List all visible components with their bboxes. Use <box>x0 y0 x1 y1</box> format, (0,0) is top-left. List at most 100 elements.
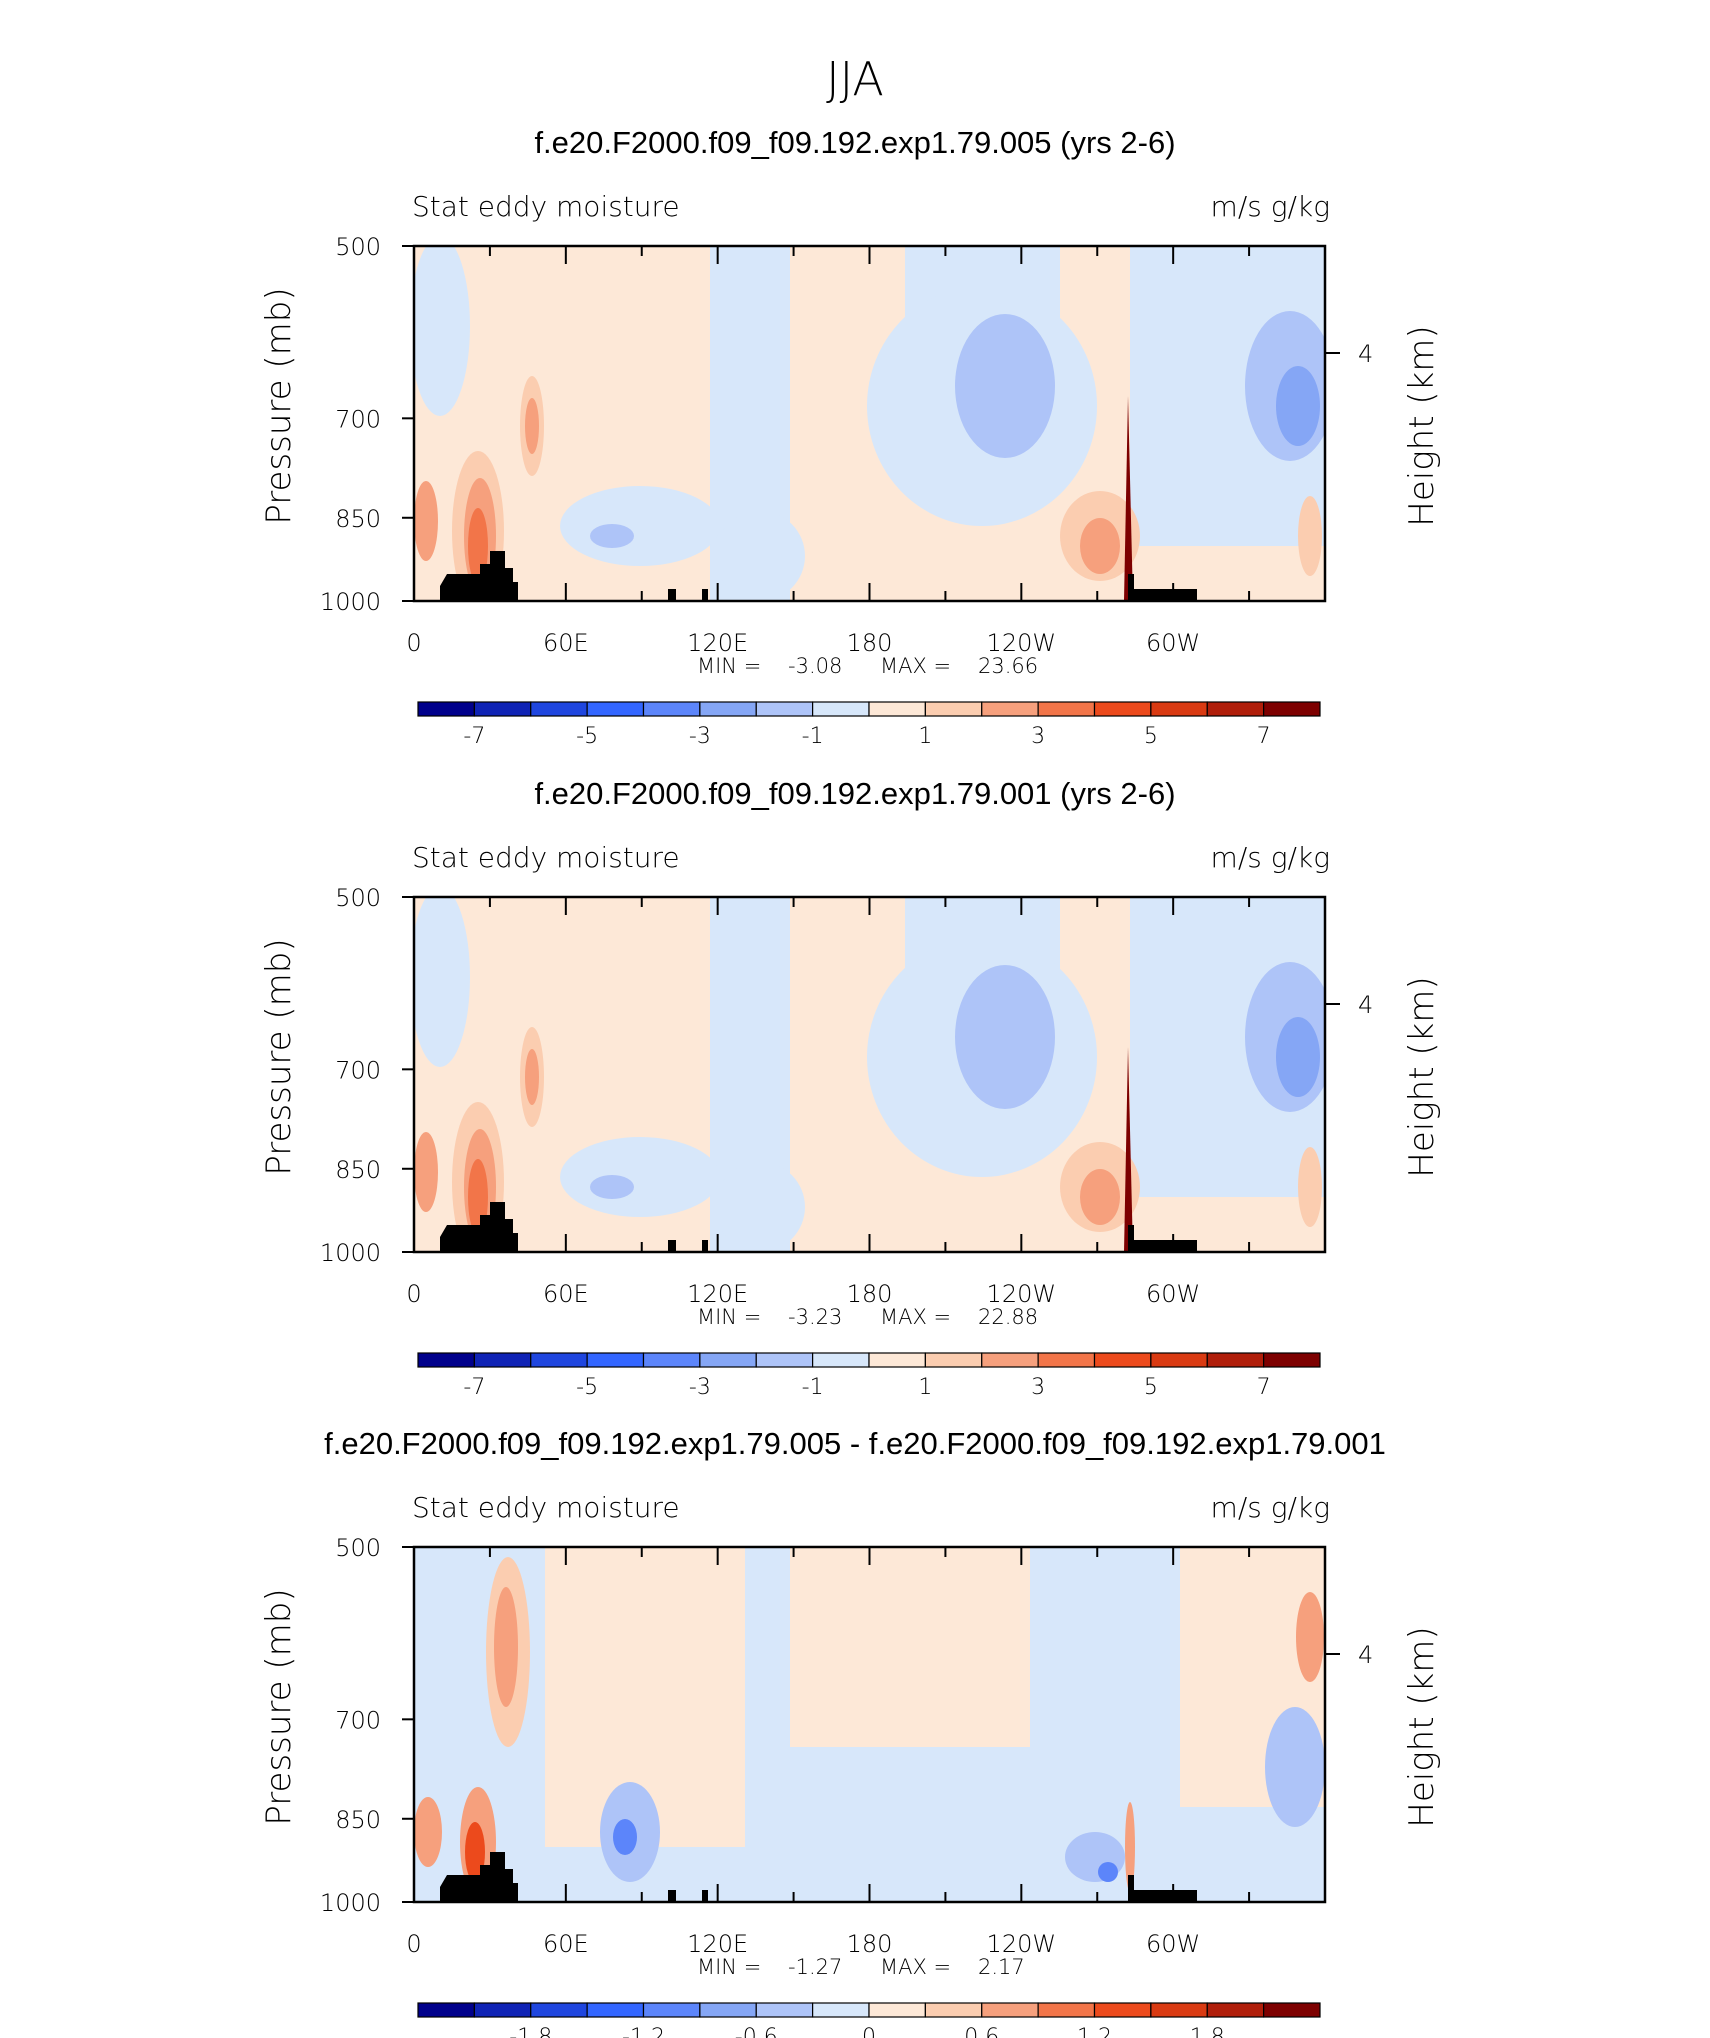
contour-band <box>560 486 720 566</box>
topography-island <box>702 589 708 601</box>
y-tick-label: 500 <box>335 233 381 261</box>
topography-asia <box>440 1202 518 1252</box>
colorbar-swatch <box>1150 2002 1208 2018</box>
contour-band <box>414 246 470 416</box>
colorbar-swatch <box>868 2002 926 2018</box>
topography-island <box>668 1240 676 1252</box>
contour-warm <box>1080 518 1120 574</box>
colorbar-label: -1.8 <box>509 2025 552 2038</box>
variable-label: Stat eddy moisture <box>412 841 680 874</box>
contour-band <box>715 511 805 601</box>
colorbar-swatch <box>924 701 983 717</box>
contour-field <box>414 246 1325 601</box>
topography <box>440 1852 1197 1902</box>
min-label: MIN = <box>697 654 761 678</box>
y-tick-label: 850 <box>335 505 381 533</box>
contour-band <box>560 1137 720 1217</box>
x-tick-label: 60E <box>543 629 589 657</box>
y-axis-label: Pressure (mb) <box>259 1588 299 1825</box>
x-tick-label: 0 <box>406 629 421 657</box>
colorbar-swatch <box>1263 701 1321 717</box>
contour-core <box>613 1819 637 1855</box>
contour-core <box>1098 1862 1118 1882</box>
colorbar-label: 5 <box>1144 1375 1158 1400</box>
colorbar-label: 0 <box>862 2025 876 2038</box>
colorbar-label: -1.2 <box>622 2025 665 2038</box>
colorbar-swatch <box>1037 701 1096 717</box>
colorbar-swatch <box>1093 1352 1152 1368</box>
colorbar-label: 3 <box>1031 1375 1045 1400</box>
topography-andes <box>1128 574 1197 601</box>
colorbar-swatch <box>530 1352 588 1368</box>
topography-island <box>668 1890 676 1902</box>
x-tick-label: 120W <box>987 629 1057 657</box>
colorbar-swatch <box>981 1352 1039 1368</box>
y-axis-label: Pressure (mb) <box>259 938 299 1175</box>
colorbar-swatch <box>924 2002 983 2018</box>
colorbar-swatch <box>1206 701 1265 717</box>
x-tick-label: 120W <box>987 1280 1057 1308</box>
colorbar-label: -7 <box>463 724 485 749</box>
right-axis-label: Height (km) <box>1402 976 1442 1177</box>
colorbar-swatch <box>981 2002 1039 2018</box>
colorbar-swatch <box>755 2002 814 2018</box>
y-tick-label: 850 <box>335 1806 381 1834</box>
contour-warm <box>494 1587 518 1707</box>
y-tick-label: 700 <box>335 1706 381 1734</box>
colorbar-swatch <box>473 701 532 717</box>
colorbar-swatch <box>699 701 757 717</box>
contour-field <box>414 897 1325 1252</box>
contour-warm <box>525 398 539 454</box>
variable-label: Stat eddy moisture <box>412 190 680 223</box>
x-tick-label: 120W <box>987 1930 1057 1958</box>
min-label: MIN = <box>697 1305 761 1329</box>
colorbar-swatch <box>586 2002 645 2018</box>
contour-warm <box>525 1049 539 1105</box>
y-tick-label: 500 <box>335 884 381 912</box>
max-label: MAX = <box>880 654 951 678</box>
colorbar-label: 1.2 <box>1077 2025 1112 2038</box>
topography-andes <box>1128 1875 1197 1902</box>
colorbar-swatch <box>1263 1352 1321 1368</box>
min-label: MIN = <box>697 1955 761 1979</box>
x-tick-label: 60E <box>543 1930 589 1958</box>
colorbar-swatch <box>1206 1352 1265 1368</box>
contour-core <box>1276 1017 1320 1097</box>
colorbar-swatch <box>586 1352 645 1368</box>
colorbar-label: 5 <box>1144 724 1158 749</box>
contour-warm <box>1298 496 1322 576</box>
y-tick-label: 700 <box>335 405 381 433</box>
colorbar: -1.8 -1.2 -0.6 0 0.6 1.2 1.8 <box>417 2002 1321 2038</box>
topography-island <box>702 1890 708 1902</box>
contour-core <box>955 314 1055 458</box>
right-axis-label: Height (km) <box>1402 1626 1442 1827</box>
panel-3: f.e20.F2000.f09_f09.192.exp1.79.005 - f.… <box>259 1426 1442 2038</box>
topography <box>440 551 1197 601</box>
max-value: 23.66 <box>978 654 1038 678</box>
contour-warm <box>1296 1592 1324 1682</box>
panel-title: f.e20.F2000.f09_f09.192.exp1.79.001 (yrs… <box>534 776 1175 811</box>
colorbar-swatch <box>642 701 701 717</box>
x-tick-label: 60E <box>543 1280 589 1308</box>
topography-asia <box>440 1852 518 1902</box>
colorbar-label: 3 <box>1031 724 1045 749</box>
topography-island <box>702 1240 708 1252</box>
colorbar-swatch <box>1093 701 1152 717</box>
y-tick-label: 1000 <box>320 1239 381 1267</box>
variable-label: Stat eddy moisture <box>412 1491 680 1524</box>
colorbar: -7 -5 -3 -1 1 3 5 7 <box>417 1352 1321 1400</box>
colorbar-swatch <box>868 1352 926 1368</box>
x-tick-label: 180 <box>847 1930 893 1958</box>
colorbar-label: 7 <box>1257 724 1271 749</box>
topography-island <box>668 589 676 601</box>
max-value: 2.17 <box>978 1955 1025 1979</box>
colorbar-label: 1.8 <box>1190 2025 1225 2038</box>
contour-core <box>955 965 1055 1109</box>
colorbar-label: -1 <box>802 1375 824 1400</box>
colorbar-label: -1 <box>802 724 824 749</box>
min-value: -3.08 <box>788 654 842 678</box>
right-tick-label: 4 <box>1358 991 1373 1019</box>
colorbar-swatch <box>1093 2002 1152 2018</box>
y-axis-label: Pressure (mb) <box>259 287 299 524</box>
